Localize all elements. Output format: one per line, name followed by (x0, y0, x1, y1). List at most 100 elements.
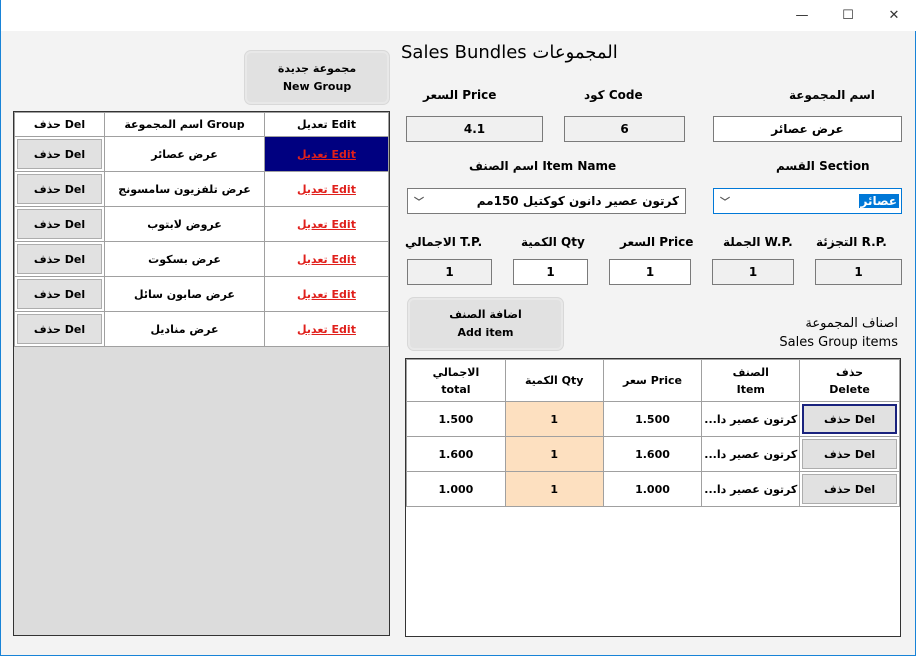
items-header: الكمية Qty (504, 359, 604, 402)
price-field[interactable]: 4.1 (406, 116, 543, 142)
item-price-field[interactable]: 1 (609, 259, 691, 285)
qty-cell[interactable]: 1 (504, 401, 604, 437)
table-row[interactable]: حذف Del عرض صابون سائل تعديل Edit (14, 276, 389, 312)
total-cell: 1.600 (406, 436, 506, 472)
maximize-button[interactable]: ☐ (842, 8, 854, 23)
group-name-cell[interactable]: عرض مناديل (104, 311, 265, 347)
groups-table: حذف Del اسم المجموعة Group تعديل Edit حذ… (14, 112, 389, 347)
section-label: القسم Section (776, 159, 870, 173)
section-value: عصائر (858, 194, 899, 208)
table-row[interactable]: حذف Del عرض تلفزيون سامسونج تعديل Edit (14, 171, 389, 207)
qty-cell[interactable]: 1 (504, 436, 604, 472)
table-row[interactable]: حذف Del عرض عصائر تعديل Edit (14, 136, 389, 172)
rp-label: التجزئة R.P. (816, 235, 887, 249)
price-cell: 1.500 (602, 401, 703, 437)
delete-item-button[interactable]: حذف Del (802, 404, 897, 434)
table-row[interactable]: حذف Del عروض لابتوب تعديل Edit (14, 206, 389, 242)
items-header: حذف Delete (799, 359, 900, 402)
group-name-label: اسم المجموعة (789, 88, 875, 102)
group-name-cell[interactable]: عرض تلفزيون سامسونج (104, 171, 265, 207)
edit-group-link[interactable]: تعديل Edit (297, 287, 356, 301)
items-header: الاجمالي total (406, 359, 506, 402)
qty-field[interactable]: 1 (513, 259, 588, 285)
header-line1: الكمية Qty (524, 374, 584, 387)
header-line2: total (441, 382, 471, 396)
header-group: اسم المجموعة Group (104, 112, 265, 137)
delete-group-button[interactable]: حذف Del (17, 174, 102, 204)
delete-group-button[interactable]: حذف Del (17, 209, 102, 239)
table-row[interactable]: 1.600 1 1.600 كرتون عصير دا... حذف Del (406, 436, 900, 472)
rp-field[interactable]: 1 (815, 259, 902, 285)
header-edit: تعديل Edit (264, 112, 389, 137)
items-table: الاجمالي total الكمية Qty سعر Price الصنف Ite… (406, 359, 900, 507)
edit-group-cell[interactable]: تعديل Edit (264, 241, 389, 277)
title-bar: — ☐ ✕ (1, 0, 916, 31)
edit-group-link[interactable]: تعديل Edit (297, 147, 356, 161)
add-item-button[interactable]: اضافة الصنف Add item (408, 298, 563, 350)
item-cell: كرتون عصير دا... (701, 471, 801, 507)
tp-label: الاجمالي T.P. (405, 235, 483, 249)
item-cell: كرتون عصير دا... (701, 401, 801, 437)
price-cell: 1.600 (602, 436, 703, 472)
group-name-field[interactable]: عرض عصائر (713, 116, 902, 142)
price-label: السعر Price (423, 88, 497, 102)
delete-item-button[interactable]: حذف Del (802, 439, 897, 469)
edit-group-link[interactable]: تعديل Edit (297, 252, 356, 266)
edit-group-cell[interactable]: تعديل Edit (264, 171, 389, 207)
table-row[interactable]: حذف Del عرض مناديل تعديل Edit (14, 311, 389, 347)
total-cell: 1.500 (406, 401, 506, 437)
edit-group-cell[interactable]: تعديل Edit (264, 136, 389, 172)
header-line1: سعر Price (623, 374, 682, 387)
item-price-label: السعر Price (620, 235, 694, 249)
delete-group-button[interactable]: حذف Del (17, 314, 102, 344)
table-row[interactable]: 1.500 1 1.500 كرتون عصير دا... حذف Del (406, 401, 900, 437)
qty-label: الكمية Qty (521, 235, 585, 249)
new-group-button[interactable]: مجموعة جديدة New Group (245, 51, 389, 104)
tp-field[interactable]: 1 (407, 259, 492, 285)
add-item-label-ar: اضافة الصنف (449, 308, 522, 321)
qty-cell[interactable]: 1 (504, 471, 604, 507)
chevron-down-icon: ﹀ (414, 197, 424, 209)
header-line1: حذف (836, 365, 864, 379)
item-name-label: اسم الصنف Item Name (469, 159, 617, 173)
group-name-cell[interactable]: عرض عصائر (104, 136, 265, 172)
page-title: Sales Bundles المجموعات (401, 42, 618, 63)
table-row[interactable]: حذف Del عرض بسكوت تعديل Edit (14, 241, 389, 277)
code-field[interactable]: 6 (564, 116, 685, 142)
edit-group-link[interactable]: تعديل Edit (297, 217, 356, 231)
header-line1: الاجمالي (432, 365, 480, 379)
group-items-label-en: Sales Group items (779, 335, 898, 350)
group-items-label-ar: اصناف المجموعة (805, 316, 898, 331)
item-name-combo[interactable]: كرتون عصير دانون كوكتيل 150مم ﹀ (407, 188, 686, 214)
total-cell: 1.000 (406, 471, 506, 507)
header-line2: Delete (829, 382, 870, 396)
table-row[interactable]: 1.000 1 1.000 كرتون عصير دا... حذف Del (406, 471, 900, 507)
group-name-cell[interactable]: عرض بسكوت (104, 241, 265, 277)
items-grid[interactable]: الاجمالي total الكمية Qty سعر Price الصنف Ite… (405, 358, 901, 637)
delete-group-button[interactable]: حذف Del (17, 139, 102, 169)
items-header: الصنف Item (701, 359, 801, 402)
item-cell: كرتون عصير دا... (701, 436, 801, 472)
group-name-cell[interactable]: عرض صابون سائل (104, 276, 265, 312)
minimize-button[interactable]: — (795, 8, 809, 23)
code-label: كود Code (584, 88, 643, 102)
price-cell: 1.000 (602, 471, 703, 507)
edit-group-cell[interactable]: تعديل Edit (264, 276, 389, 312)
add-item-label-en: Add item (457, 326, 514, 339)
delete-group-button[interactable]: حذف Del (17, 244, 102, 274)
groups-grid[interactable]: حذف Del اسم المجموعة Group تعديل Edit حذ… (13, 111, 390, 636)
header-line2: Item (736, 382, 765, 396)
group-name-cell[interactable]: عروض لابتوب (104, 206, 265, 242)
edit-group-link[interactable]: تعديل Edit (297, 182, 356, 196)
edit-group-link[interactable]: تعديل Edit (297, 322, 356, 336)
edit-group-cell[interactable]: تعديل Edit (264, 311, 389, 347)
items-header: سعر Price (602, 359, 703, 402)
delete-group-button[interactable]: حذف Del (17, 279, 102, 309)
edit-group-cell[interactable]: تعديل Edit (264, 206, 389, 242)
delete-item-button[interactable]: حذف Del (802, 474, 897, 504)
section-combo[interactable]: عصائر ﹀ (713, 188, 902, 214)
close-button[interactable]: ✕ (888, 8, 900, 23)
group-items-label: اصناف المجموعة Sales Group items (779, 314, 898, 352)
wp-field[interactable]: 1 (712, 259, 794, 285)
